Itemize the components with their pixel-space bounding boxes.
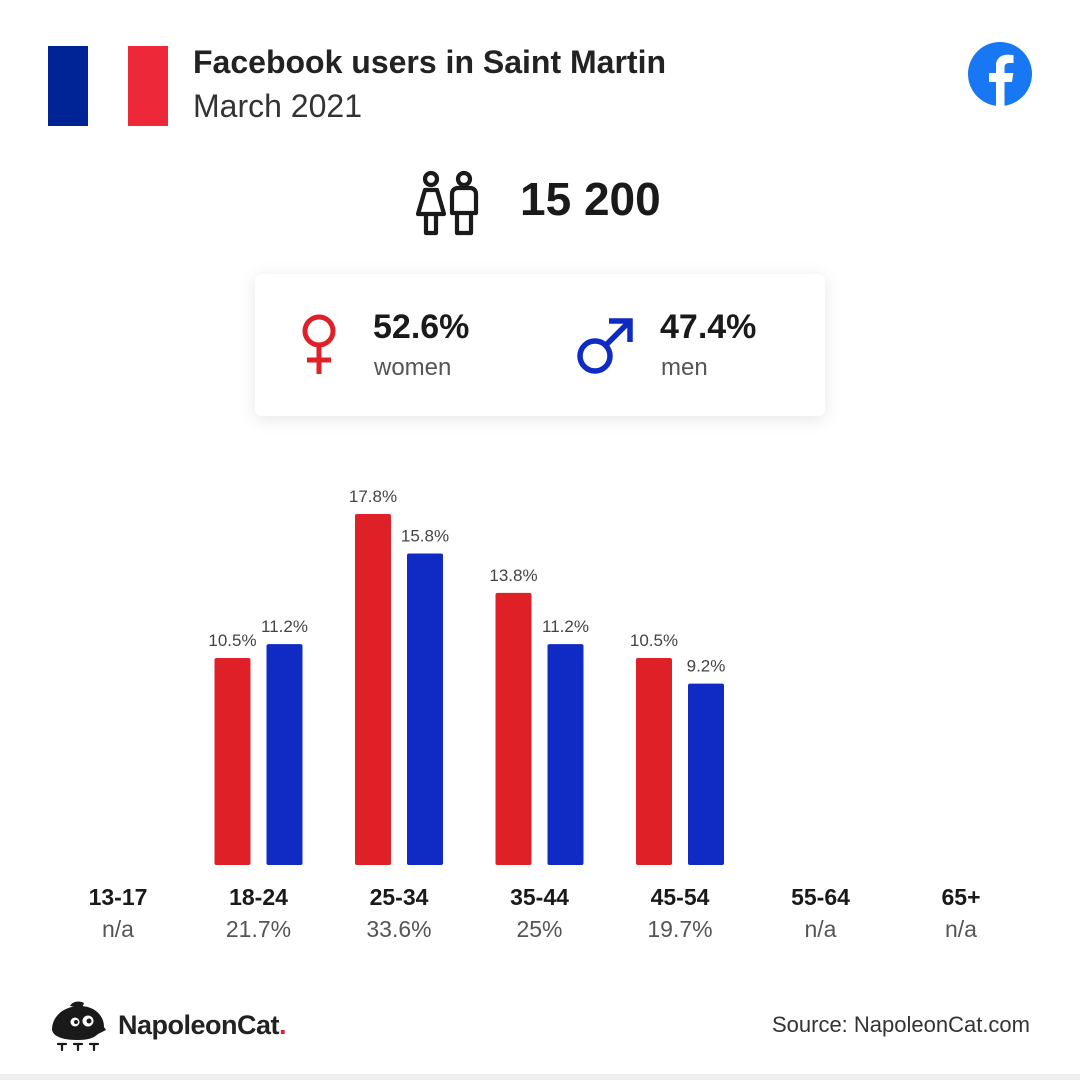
bar-women-18-24 (214, 657, 251, 865)
data-label-men-45-54: 9.2% (687, 657, 726, 676)
age-group-label: 25-34 (369, 884, 429, 910)
data-label-men-35-44: 11.2% (542, 617, 589, 636)
female-icon (302, 314, 336, 374)
age-group-label: 13-17 (88, 884, 148, 910)
age-group-total: 33.6% (366, 916, 432, 942)
data-label-men-25-34: 15.8% (401, 526, 449, 545)
total-users-value: 15 200 (520, 173, 661, 225)
bar-women-25-34 (355, 514, 391, 865)
age-group-total: 21.7% (225, 916, 292, 942)
france-flag (48, 46, 168, 126)
data-label-women-18-24: 10.5% (208, 631, 256, 650)
bar-women-45-54 (636, 657, 672, 865)
source-text: Source: NapoleonCat.com (771, 1012, 1030, 1037)
bar-men-35-44 (547, 644, 584, 865)
age-group-label: 18-24 (229, 884, 288, 910)
flag-red-stripe (128, 46, 168, 126)
age-group-label: 65+ (941, 884, 981, 910)
bar-women-35-44 (495, 592, 532, 865)
gender-split-card: 52.6% women 47.4% men (255, 274, 825, 416)
men-label: men (661, 354, 708, 381)
bottom-strip (0, 1074, 1080, 1080)
bar-men-25-34 (407, 553, 443, 865)
page-title: Facebook users in Saint Martin (193, 44, 666, 80)
users-icon (415, 170, 479, 236)
brand-name: NapoleonCat. (118, 1010, 287, 1041)
facebook-icon (968, 42, 1032, 106)
chart-bars-svg: 10.5% 11.2% 17.8% 15.8% 13.8% 11.2% 10.5% 9.2% (208, 487, 726, 865)
data-label-women-35-44: 13.8% (489, 566, 537, 585)
age-group-total: n/a (945, 916, 977, 942)
age-group-label: 45-54 (650, 884, 710, 910)
male-icon (577, 318, 633, 374)
age-group-total: 19.7% (647, 916, 713, 942)
bar-men-18-24 (266, 644, 303, 865)
data-label-women-45-54: 10.5% (630, 631, 678, 650)
age-group-label: 55-64 (791, 884, 850, 910)
bar-men-45-54 (688, 683, 724, 865)
women-label: women (374, 354, 452, 381)
age-group-total: 25% (516, 916, 563, 942)
data-label-men-18-24: 11.2% (261, 617, 308, 636)
flag-blue-stripe (48, 46, 88, 126)
napoleoncat-logo-icon (52, 1001, 106, 1052)
women-percentage: 52.6% (373, 308, 470, 346)
men-percentage: 47.4% (660, 308, 757, 346)
age-group-total: n/a (102, 916, 134, 942)
age-gender-bar-chart: 10.5% 11.2% 17.8% 15.8% 13.8% 11.2% 10.5% 9.2% … (0, 470, 1080, 950)
data-label-women-25-34: 17.8% (349, 487, 397, 506)
age-group-total: n/a (804, 916, 837, 942)
brand-text: NapoleonCat (118, 1010, 280, 1040)
brand-dot: . (279, 1010, 287, 1040)
age-group-label: 35-44 (510, 884, 569, 910)
page-subtitle: March 2021 (193, 88, 362, 124)
